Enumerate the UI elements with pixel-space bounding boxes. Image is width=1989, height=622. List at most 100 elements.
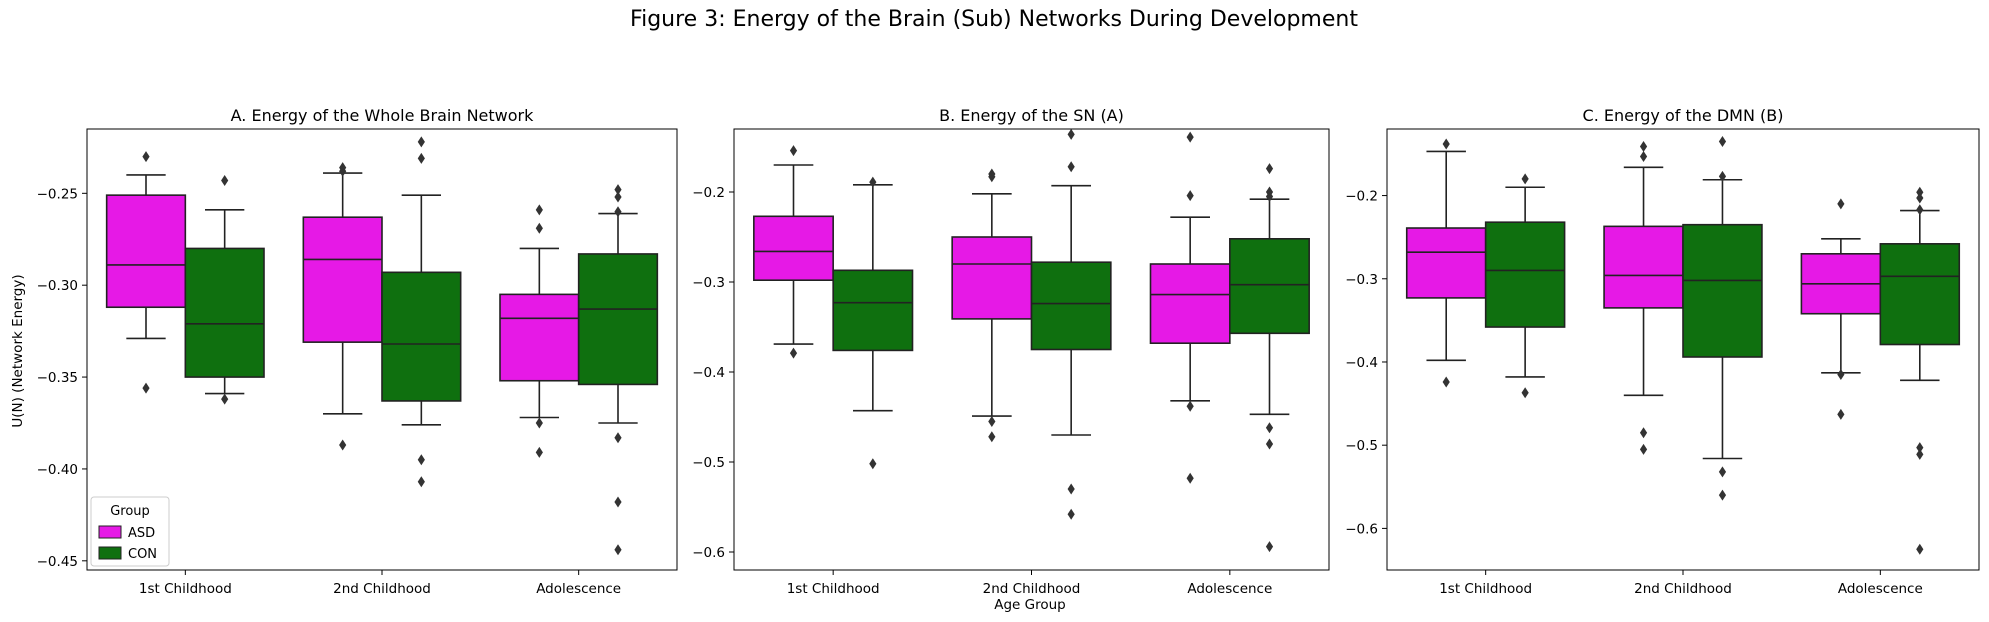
x-tick-label: Adolescence (1838, 581, 1923, 597)
outlier-point (535, 222, 543, 234)
y-tick-label: −0.4 (1345, 355, 1378, 371)
box-asd-2 (1603, 140, 1684, 455)
outlier-point (1916, 186, 1924, 198)
legend-swatch-asd (98, 525, 122, 539)
outlier-point (1916, 192, 1924, 204)
box-iqr (381, 271, 462, 402)
outlier-point (614, 206, 622, 218)
outlier-point (1067, 483, 1075, 495)
x-tick-label: 1st Childhood (1439, 581, 1532, 597)
box-asd-3 (499, 204, 580, 458)
panels: A. Energy of the Whole Brain Network −0.4… (37, 106, 1980, 597)
outlier-point (339, 165, 347, 177)
outlier-point (221, 393, 229, 405)
box-asd-3 (1800, 198, 1882, 420)
outlier-point (1067, 161, 1075, 173)
outlier-point (1186, 400, 1194, 412)
outlier-point (1186, 190, 1194, 202)
x-tick-label: 1st Childhood (139, 581, 232, 597)
y-tick-label: −0.45 (37, 554, 78, 570)
outlier-point (988, 171, 996, 183)
box-iqr (1030, 261, 1112, 351)
legend: Group ASD CON (90, 496, 170, 567)
outlier-point (1639, 443, 1648, 455)
y-tick-label: −0.2 (692, 185, 725, 201)
outlier-point (1718, 466, 1727, 478)
box-iqr (832, 269, 914, 352)
outlier-point (417, 476, 425, 488)
outlier-point (1916, 442, 1924, 454)
box-asd-1 (753, 145, 834, 359)
outlier-point (869, 458, 877, 470)
y-axis-label: U(N) (Network Energy) (10, 274, 26, 427)
outlier-point (1265, 541, 1274, 553)
outlier-point (1186, 472, 1194, 484)
outlier-point (614, 191, 622, 203)
y-tick-label: −0.2 (1345, 189, 1378, 205)
x-tick-label: 1st Childhood (787, 581, 880, 597)
y-tick-label: −0.6 (692, 545, 725, 561)
outlier-point (1265, 163, 1274, 175)
x-tick-label: Adolescence (536, 581, 621, 597)
outlier-point (1718, 135, 1727, 147)
y-tick-label: −0.4 (692, 365, 725, 381)
outlier-point (1916, 204, 1924, 216)
outlier-point (1067, 128, 1075, 140)
outlier-point (1521, 173, 1529, 185)
box-asd-2 (951, 168, 1033, 443)
y-tick-label: −0.5 (692, 455, 725, 471)
panel-title: A. Energy of the Whole Brain Network (231, 106, 534, 125)
outlier-point (1718, 170, 1727, 182)
box-iqr (499, 293, 580, 382)
box-con-3 (1879, 186, 1961, 555)
y-tick-label: −0.3 (1345, 272, 1378, 288)
outlier-point (614, 432, 622, 444)
outlier-point (1067, 508, 1075, 520)
box-iqr (1229, 238, 1310, 335)
legend-label-asd: ASD (128, 526, 155, 541)
outlier-point (1265, 191, 1274, 202)
y-tick-label: −0.35 (37, 370, 78, 386)
box-iqr (1484, 221, 1566, 328)
box-con-3 (577, 184, 659, 556)
y-tick-label: −0.30 (37, 278, 78, 294)
x-axis-label: Age Group (994, 597, 1066, 613)
outlier-point (1265, 438, 1274, 450)
outlier-point (1639, 140, 1648, 152)
outlier-point (1521, 387, 1529, 399)
outlier-point (417, 136, 425, 148)
outlier-point (535, 446, 543, 458)
outlier-point (789, 347, 798, 359)
box-asd-1 (105, 151, 187, 394)
box-asd-1 (1405, 138, 1487, 388)
x-tick-label: 2nd Childhood (983, 581, 1081, 597)
outlier-point (221, 174, 229, 186)
outlier-point (339, 439, 347, 451)
box-iqr (184, 247, 265, 378)
outlier-point (1442, 138, 1450, 150)
outlier-point (614, 496, 622, 508)
outlier-point (1837, 408, 1845, 420)
panel-1: A. Energy of the Whole Brain Network −0.4… (37, 106, 678, 597)
outlier-point (142, 382, 150, 394)
outlier-point (1718, 489, 1727, 501)
box-con-2 (381, 136, 462, 488)
outlier-point (614, 184, 622, 196)
y-tick-label: −0.25 (37, 186, 78, 202)
box-con-2 (1682, 135, 1763, 501)
outlier-point (1837, 198, 1845, 210)
box-iqr (577, 253, 659, 386)
outlier-point (1916, 448, 1924, 460)
panel-2: B. Energy of the SN (A) −0.6 −0.5 −0.4 −0.3 −… (692, 106, 1330, 597)
outlier-point (789, 145, 798, 157)
box-iqr (302, 216, 383, 343)
outlier-point (988, 431, 996, 443)
x-tick-label: 2nd Childhood (1634, 581, 1732, 597)
x-tick-label: Adolescence (1187, 581, 1272, 597)
box-iqr (1682, 223, 1763, 358)
box-con-1 (832, 176, 914, 470)
outlier-point (417, 454, 425, 466)
y-tick-label: −0.5 (1345, 438, 1378, 454)
panel-title: C. Energy of the DMN (B) (1583, 106, 1784, 125)
outlier-point (1639, 150, 1648, 162)
